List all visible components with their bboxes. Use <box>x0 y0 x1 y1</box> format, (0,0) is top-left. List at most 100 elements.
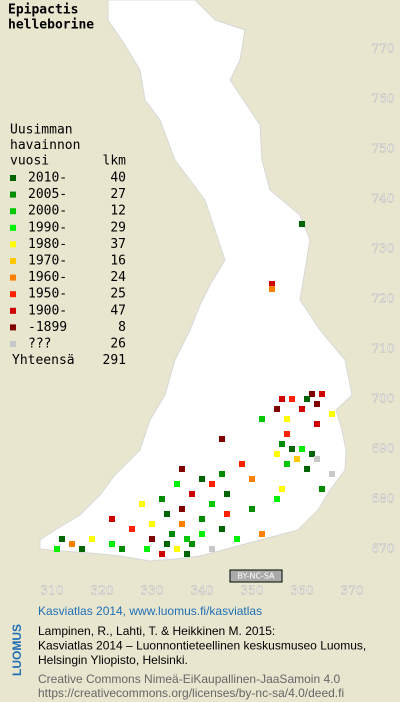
occurrence-square <box>144 546 150 552</box>
occurrence-square <box>189 541 195 547</box>
occurrence-square <box>294 456 300 462</box>
occurrence-square <box>149 521 155 527</box>
legend-label: 1980- <box>28 237 67 252</box>
occurrence-square <box>249 506 255 512</box>
legend-label: 1960- <box>28 270 67 285</box>
legend-count: 8 <box>118 320 126 335</box>
occurrence-square <box>164 541 170 547</box>
y-tick-label: 720 <box>372 292 395 306</box>
legend-swatch <box>10 258 16 264</box>
y-tick-label: 670 <box>372 542 395 556</box>
occurrence-square <box>279 486 285 492</box>
legend-count-heading: lkm <box>103 154 127 169</box>
legend-label: 1990- <box>28 220 67 235</box>
occurrence-square <box>319 391 325 397</box>
occurrence-square <box>224 511 230 517</box>
occurrence-square <box>219 436 225 442</box>
occurrence-square <box>274 451 280 457</box>
legend-label: 1900- <box>28 303 67 318</box>
occurrence-square <box>59 536 65 542</box>
occurrence-square <box>309 391 315 397</box>
occurrence-square <box>239 461 245 467</box>
license: https://creativecommons.org/licenses/by-… <box>38 686 344 700</box>
occurrence-square <box>159 551 165 557</box>
occurrence-square <box>179 521 185 527</box>
occurrence-square <box>129 526 135 532</box>
x-tick-label: 320 <box>91 584 114 598</box>
y-tick-label: 750 <box>372 142 395 156</box>
occurrence-square <box>279 396 285 402</box>
y-tick-label: 740 <box>372 192 395 206</box>
occurrence-square <box>199 531 205 537</box>
occurrence-square <box>174 481 180 487</box>
legend-swatch <box>10 175 16 181</box>
legend-swatch <box>10 341 16 347</box>
legend-swatch <box>10 224 16 231</box>
occurrence-square <box>89 536 95 542</box>
finland-outline <box>39 0 353 562</box>
legend-heading: vuosi <box>10 154 49 169</box>
y-tick-label: 730 <box>372 242 395 256</box>
x-tick-label: 330 <box>141 584 164 598</box>
occurrence-square <box>329 411 335 417</box>
occurrence-square <box>314 401 320 407</box>
x-tick-label: 360 <box>291 584 314 598</box>
occurrence-square <box>269 281 275 287</box>
occurrence-square <box>209 501 215 507</box>
occurrence-square <box>269 286 275 292</box>
legend-count: 24 <box>110 270 126 285</box>
legend-label: 1950- <box>28 287 67 302</box>
species-title: helleborine <box>8 18 94 33</box>
occurrence-square <box>169 531 175 537</box>
cc-badge-box <box>229 569 283 583</box>
legend-count: 29 <box>110 220 126 235</box>
legend-count: 26 <box>110 337 126 352</box>
y-tick-label: 760 <box>372 92 395 106</box>
occurrence-square <box>259 416 265 422</box>
occurrence-square <box>279 441 285 447</box>
y-tick-label: 710 <box>372 342 395 356</box>
legend-total: 291 <box>103 353 126 368</box>
occurrence-square <box>164 511 170 517</box>
occurrence-square <box>309 451 315 457</box>
occurrence-square <box>274 496 280 502</box>
legend-heading: havainnon <box>10 138 80 153</box>
legend-swatch <box>10 307 16 314</box>
occurrence-square <box>79 546 85 552</box>
license: Creative Commons Nimeä-EiKaupallinen-Jaa… <box>38 672 340 686</box>
occurrence-square <box>174 546 180 552</box>
occurrence-square <box>289 446 295 452</box>
occurrence-square <box>299 446 305 452</box>
occurrence-square <box>109 541 115 547</box>
occurrence-square <box>109 516 115 522</box>
legend-swatch <box>10 208 16 215</box>
occurrence-square <box>184 551 190 557</box>
legend-label: ??? <box>28 337 51 352</box>
x-tick-label: 340 <box>191 584 214 598</box>
occurrence-square <box>259 531 265 537</box>
occurrence-square <box>219 526 225 532</box>
occurrence-square <box>289 396 295 402</box>
legend-count: 27 <box>110 187 126 202</box>
y-tick-label: 770 <box>372 42 395 56</box>
occurrence-square <box>119 546 125 552</box>
occurrence-square <box>159 496 165 502</box>
citation: Helsingin Yliopisto, Helsinki. <box>38 653 188 667</box>
occurrence-square <box>189 491 195 497</box>
legend-label: 1970- <box>28 254 67 269</box>
legend-count: 47 <box>110 303 126 318</box>
x-tick-label: 350 <box>241 584 264 598</box>
occurrence-square <box>234 536 240 542</box>
occurrence-square <box>274 406 280 412</box>
legend-heading: Uusimman <box>10 123 73 138</box>
occurrence-square <box>224 491 230 497</box>
y-tick-label: 680 <box>372 492 395 506</box>
occurrence-square <box>69 541 75 547</box>
occurrence-square <box>184 536 190 542</box>
occurrence-square <box>149 536 155 542</box>
legend-count: 37 <box>110 237 126 252</box>
legend-count: 40 <box>110 171 126 186</box>
y-tick-label: 700 <box>372 392 395 406</box>
occurrence-square <box>54 546 60 552</box>
